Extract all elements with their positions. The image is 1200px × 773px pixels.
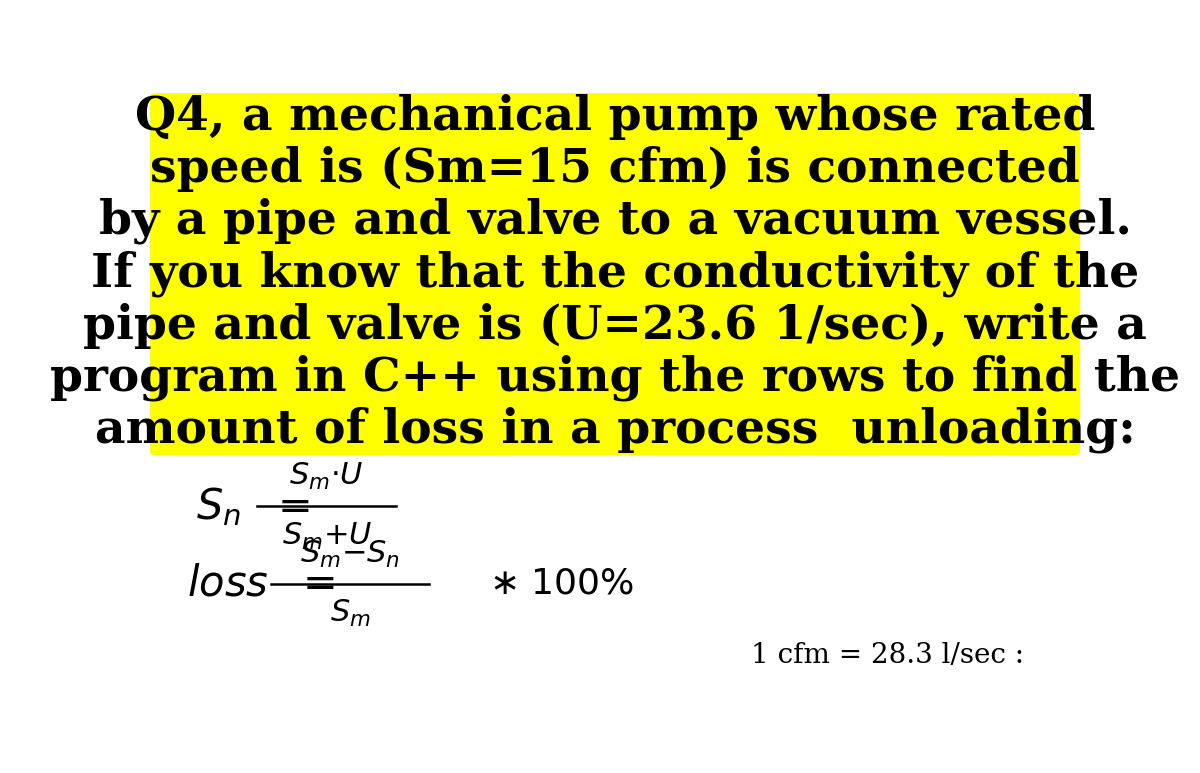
- Text: pipe and valve is (U=23.6 1/sec), write a: pipe and valve is (U=23.6 1/sec), write …: [83, 303, 1147, 349]
- Text: $S_n\ \ =$: $S_n\ \ =$: [197, 485, 310, 528]
- Text: 1 cfm = 28.3 l/sec :: 1 cfm = 28.3 l/sec :: [751, 642, 1024, 669]
- Text: amount of loss in a process  unloading:: amount of loss in a process unloading:: [95, 407, 1135, 454]
- Text: $loss\ \ =$: $loss\ \ =$: [187, 563, 335, 604]
- Text: by a pipe and valve to a vacuum vessel.: by a pipe and valve to a vacuum vessel.: [98, 198, 1132, 244]
- Text: speed is (Sm=15 cfm) is connected: speed is (Sm=15 cfm) is connected: [150, 146, 1080, 192]
- Text: $S_m$: $S_m$: [330, 598, 371, 629]
- Text: $S_m{\cdot}U$: $S_m{\cdot}U$: [289, 461, 364, 492]
- Text: If you know that the conductivity of the: If you know that the conductivity of the: [91, 250, 1139, 297]
- Text: $S_m{-}S_n$: $S_m{-}S_n$: [300, 539, 400, 570]
- Text: $S_m{+}U$: $S_m{+}U$: [282, 521, 372, 552]
- Text: Q4, a mechanical pump whose rated: Q4, a mechanical pump whose rated: [134, 94, 1096, 140]
- FancyBboxPatch shape: [148, 94, 1082, 454]
- Text: $\ast\ 100\%$: $\ast\ 100\%$: [490, 567, 635, 601]
- Text: program in C++ using the rows to find the: program in C++ using the rows to find th…: [50, 355, 1180, 401]
